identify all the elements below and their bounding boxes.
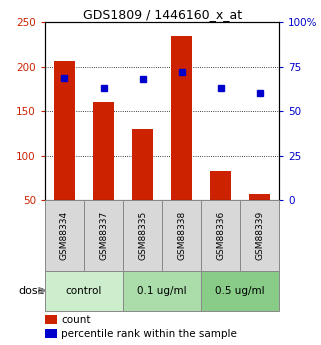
Bar bbox=[201, 200, 240, 271]
Text: 0.5 ug/ml: 0.5 ug/ml bbox=[215, 286, 265, 296]
Bar bbox=[45, 200, 84, 271]
Bar bbox=[162, 200, 201, 271]
Title: GDS1809 / 1446160_x_at: GDS1809 / 1446160_x_at bbox=[82, 8, 242, 21]
Text: GSM88334: GSM88334 bbox=[60, 211, 69, 260]
Bar bbox=[201, 271, 279, 310]
Text: 0.1 ug/ml: 0.1 ug/ml bbox=[137, 286, 187, 296]
Bar bbox=[249, 194, 271, 200]
Text: percentile rank within the sample: percentile rank within the sample bbox=[61, 329, 237, 339]
Bar bbox=[45, 315, 57, 324]
Bar bbox=[84, 200, 123, 271]
Bar bbox=[240, 200, 279, 271]
Bar bbox=[123, 271, 201, 310]
Bar bbox=[45, 271, 123, 310]
Text: control: control bbox=[66, 286, 102, 296]
Bar bbox=[123, 200, 162, 271]
Bar bbox=[171, 36, 192, 200]
Text: GSM88339: GSM88339 bbox=[255, 211, 264, 260]
Text: GSM88336: GSM88336 bbox=[216, 211, 225, 260]
Text: GSM88337: GSM88337 bbox=[99, 211, 108, 260]
Text: GSM88335: GSM88335 bbox=[138, 211, 147, 260]
Bar bbox=[132, 129, 153, 200]
Bar bbox=[93, 102, 114, 200]
Bar bbox=[45, 329, 57, 338]
Text: dose: dose bbox=[18, 286, 45, 296]
Bar bbox=[54, 61, 75, 200]
Text: GSM88338: GSM88338 bbox=[177, 211, 186, 260]
Bar bbox=[210, 171, 231, 200]
Text: count: count bbox=[61, 315, 91, 325]
